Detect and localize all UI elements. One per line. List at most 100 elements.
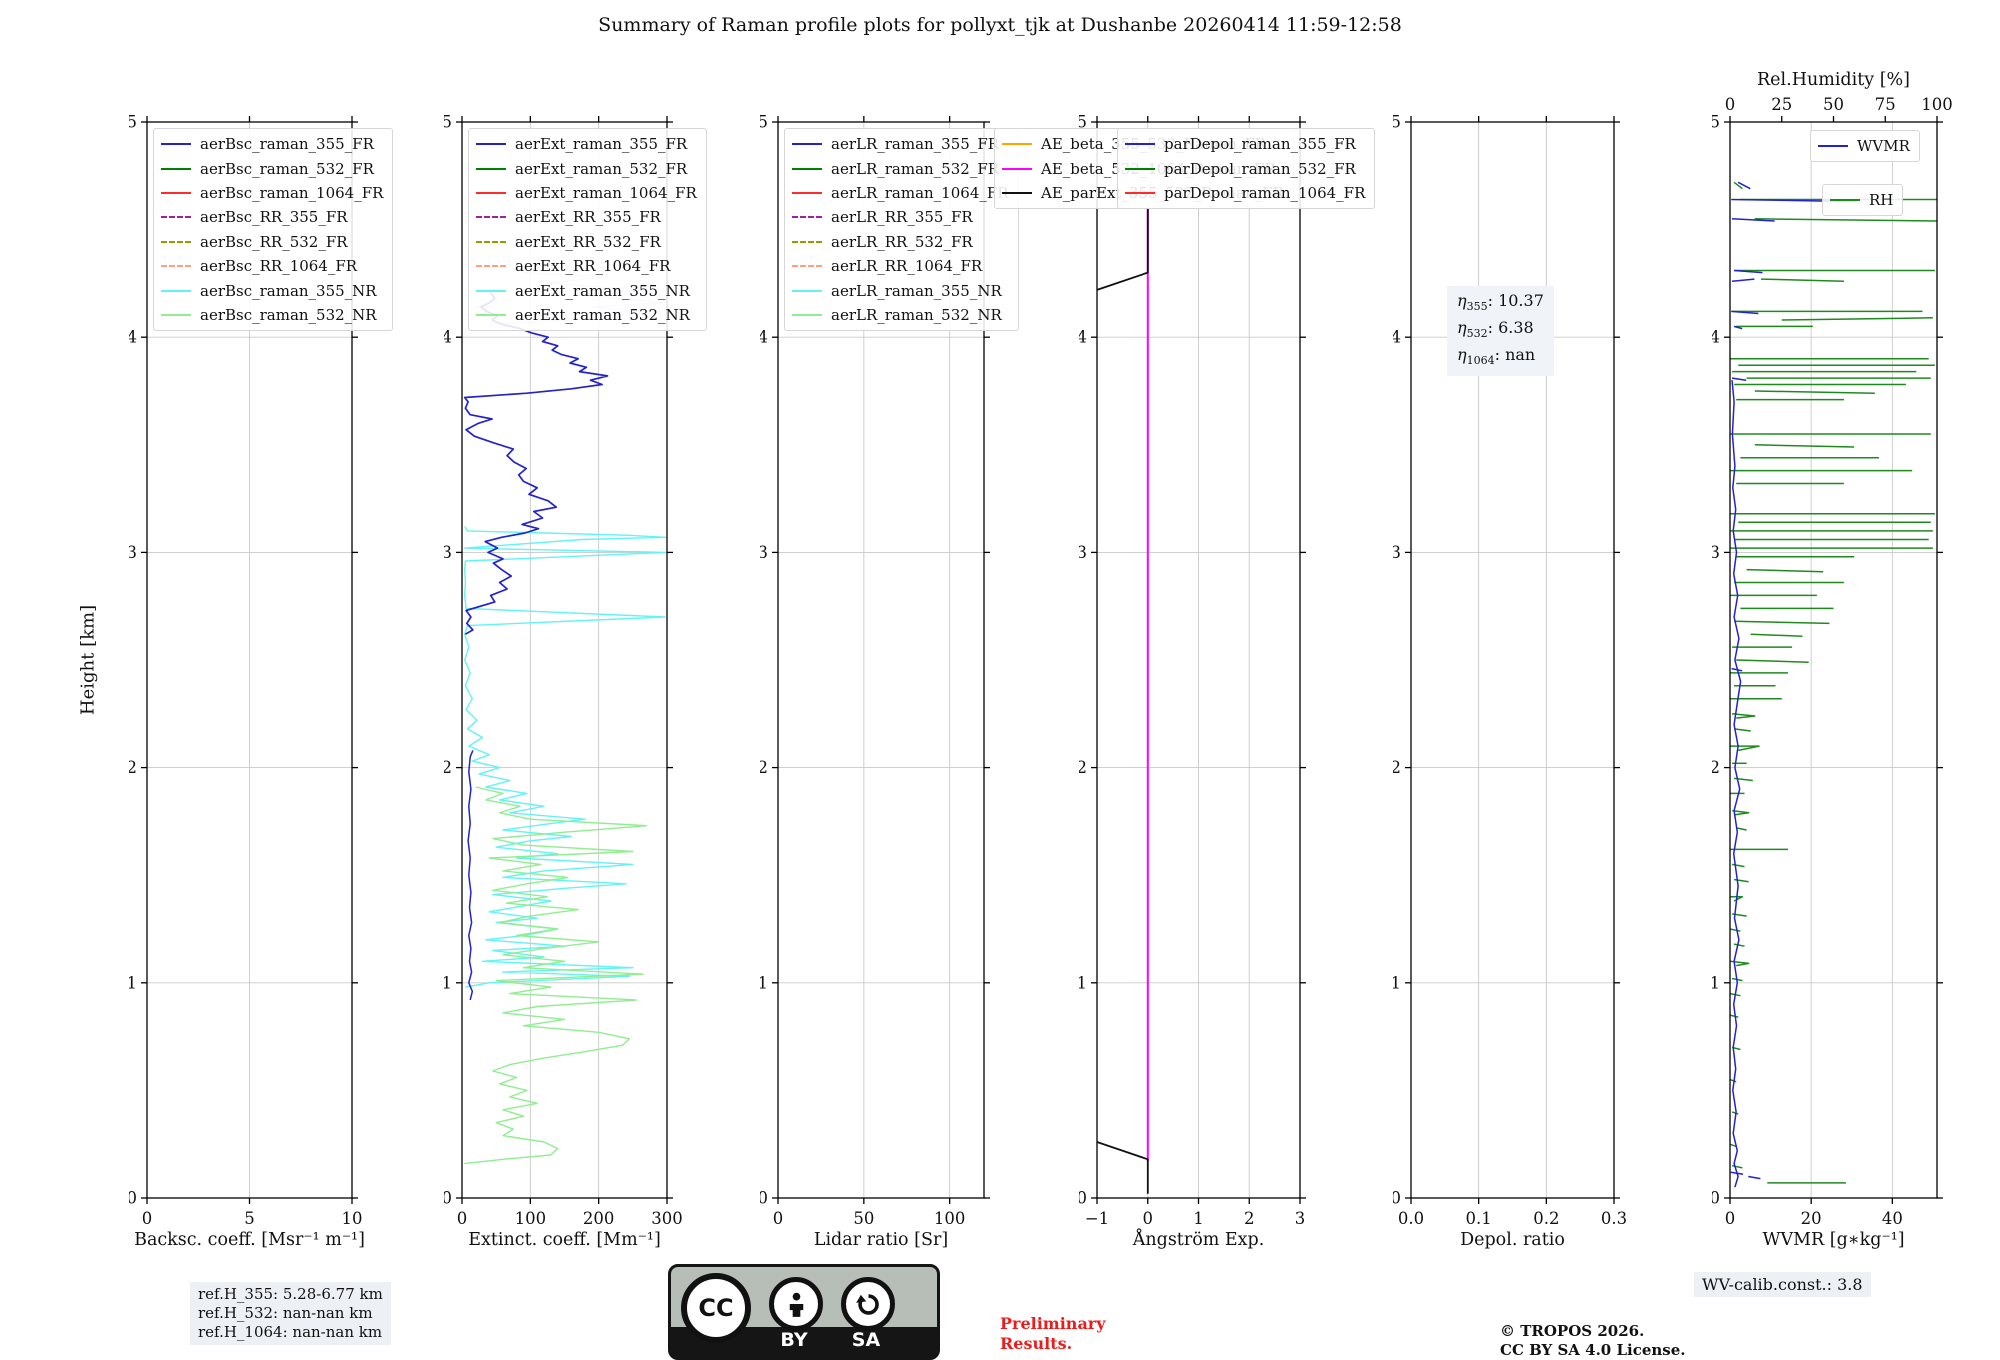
legend-line-sample xyxy=(476,265,506,268)
legend-item: aerLR_raman_532_FR xyxy=(792,156,1009,180)
series-RH xyxy=(1733,181,1743,190)
series-RH xyxy=(1731,1164,1743,1169)
legend-depol_ratio: parDepol_raman_355_FR parDepol_raman_532_… xyxy=(1117,128,1376,210)
legend-item: aerExt_RR_532_FR xyxy=(476,230,697,254)
legend-line-sample xyxy=(476,167,506,170)
svg-text:5: 5 xyxy=(760,113,768,132)
svg-text:2: 2 xyxy=(1244,1209,1255,1228)
panel-extinction: 0 100 200 300 0 1 2 3 4 5 xyxy=(444,76,685,1238)
svg-text:50: 50 xyxy=(1823,95,1844,114)
legend-label: aerLR_RR_1064_FR xyxy=(831,257,983,276)
eta-annotation: η355: 10.37 η532: 6.38 η1064: nan xyxy=(1447,286,1554,376)
legend-label: RH xyxy=(1869,191,1894,210)
legend-line-sample xyxy=(792,313,822,316)
svg-text:0.2: 0.2 xyxy=(1533,1209,1559,1228)
panel-lidar_ratio: 0 50 100 0 1 2 3 4 5 xyxy=(760,76,1002,1238)
svg-text:0: 0 xyxy=(1393,1189,1401,1208)
wv-calibration-note: WV-calib.const.: 3.8 xyxy=(1694,1272,1871,1297)
xlabel-depol_ratio: Depol. ratio xyxy=(1460,1230,1565,1250)
svg-text:0: 0 xyxy=(773,1209,784,1228)
height-axis-label: Height [km] xyxy=(77,604,99,716)
svg-text:2: 2 xyxy=(1712,758,1720,777)
legend-extinction: aerExt_raman_355_FR aerExt_raman_532_FR ae… xyxy=(468,128,707,332)
legend-line-sample xyxy=(161,313,191,316)
svg-text:3: 3 xyxy=(129,543,137,562)
series-RH xyxy=(1732,809,1750,816)
legend-line-sample xyxy=(476,240,506,243)
legend-label: aerBsc_raman_532_NR xyxy=(200,305,377,324)
series-RH xyxy=(1746,568,1824,573)
svg-text:1: 1 xyxy=(760,973,768,992)
legend-item: parDepol_raman_532_FR xyxy=(1125,156,1365,180)
series-RH xyxy=(1760,278,1844,282)
svg-text:0: 0 xyxy=(760,1189,768,1208)
legend-backscatter: aerBsc_raman_355_FR aerBsc_raman_532_FR ae… xyxy=(153,128,394,332)
ref-h-355: ref.H_355: 5.28-6.77 km xyxy=(198,1285,383,1303)
legend-label: parDepol_raman_532_FR xyxy=(1164,159,1356,178)
cc-logo-icon: CC xyxy=(681,1273,751,1343)
series-WVMR xyxy=(1737,181,1751,190)
series-RH xyxy=(1734,728,1751,732)
svg-text:50: 50 xyxy=(853,1209,874,1228)
series-RH xyxy=(1730,745,1760,752)
legend-label: aerLR_raman_355_NR xyxy=(831,281,1002,300)
preliminary-results-note: Preliminary Results. xyxy=(1000,1314,1106,1353)
series-WVMR xyxy=(1733,325,1743,330)
svg-text:0.3: 0.3 xyxy=(1601,1209,1627,1228)
svg-text:0: 0 xyxy=(142,1209,153,1228)
legend-label: parDepol_raman_1064_FR xyxy=(1164,183,1366,202)
legend-line-sample xyxy=(1818,145,1848,148)
svg-text:0.1: 0.1 xyxy=(1466,1209,1492,1228)
series-aerExt_raman_355_FR xyxy=(463,289,609,635)
legend-line-sample xyxy=(476,313,506,316)
legend-line-sample xyxy=(161,240,191,243)
svg-text:0: 0 xyxy=(1725,95,1736,114)
legend-line-sample xyxy=(1002,143,1032,146)
cc-by-person-icon xyxy=(769,1277,823,1331)
panel-angstroem: −1 0 1 2 3 0 1 2 3 4 5 xyxy=(1079,76,1318,1238)
legend-line-sample xyxy=(161,191,191,194)
legend-item: aerLR_RR_1064_FR xyxy=(792,254,1009,278)
svg-text:5: 5 xyxy=(1079,113,1087,132)
series-WVMR xyxy=(1731,278,1755,282)
svg-text:5: 5 xyxy=(129,113,137,132)
eta-line: η1064: nan xyxy=(1457,345,1536,368)
svg-text:4: 4 xyxy=(760,328,768,347)
cc-by-label: BY xyxy=(780,1329,808,1351)
legend-line-sample xyxy=(161,143,191,146)
legend-label: aerBsc_RR_355_FR xyxy=(200,208,348,227)
panel-backscatter: 0 5 10 0 1 2 3 4 5 xyxy=(129,76,370,1238)
series-RH xyxy=(1750,633,1803,638)
series-WVMR xyxy=(1731,667,1743,672)
series-aerExt_raman_355_NR xyxy=(464,526,667,988)
svg-text:75: 75 xyxy=(1875,95,1896,114)
xlabel-wvmr_rh: WVMR [g∗kg⁻¹] xyxy=(1762,1230,1905,1250)
series-aerExt_raman_532_NR xyxy=(464,786,648,1165)
legend-lidar_ratio: aerLR_raman_355_FR aerLR_raman_532_FR aerL… xyxy=(784,128,1019,332)
legend-label: aerLR_raman_355_FR xyxy=(831,135,1000,154)
svg-text:0: 0 xyxy=(444,1189,452,1208)
legend-label: aerLR_RR_355_FR xyxy=(831,208,973,227)
legend-item: aerExt_raman_532_NR xyxy=(476,303,697,327)
series-WVMR xyxy=(1731,380,1742,1188)
series-WVMR xyxy=(1731,377,1747,381)
legend-item: aerBsc_RR_532_FR xyxy=(161,230,383,254)
legend-label: aerExt_RR_532_FR xyxy=(515,232,661,251)
series-AE_parExt_355_532_Raman_FR xyxy=(1096,203,1149,291)
legend-item: aerExt_RR_355_FR xyxy=(476,205,697,229)
series-WVMR xyxy=(1748,1175,1761,1180)
legend-label: aerBsc_raman_1064_FR xyxy=(200,183,384,202)
series-WVMR xyxy=(1734,269,1763,274)
svg-text:1: 1 xyxy=(1193,1209,1204,1228)
legend-line-sample xyxy=(1002,191,1032,194)
series-RH xyxy=(1736,827,1747,831)
legend-label: aerLR_raman_1064_FR xyxy=(831,183,1009,202)
svg-text:10: 10 xyxy=(342,1209,363,1228)
series-RH xyxy=(1754,390,1875,394)
legend-line-sample xyxy=(476,289,506,292)
legend-label: WVMR xyxy=(1857,137,1910,156)
legend-line-sample xyxy=(161,216,191,219)
legend-line-sample xyxy=(476,191,506,194)
svg-text:0.0: 0.0 xyxy=(1398,1209,1424,1228)
